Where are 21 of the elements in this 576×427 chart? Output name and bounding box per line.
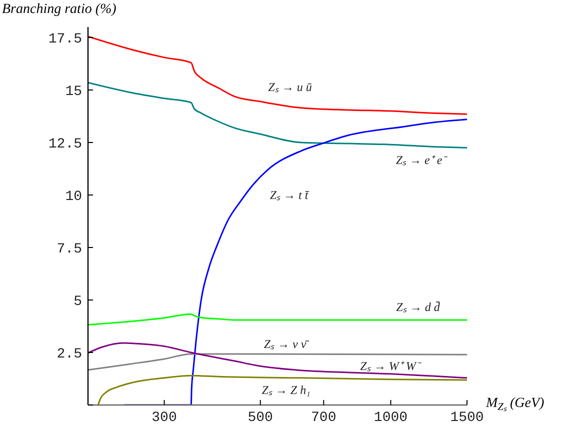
series-label: Zₛ → Z h₁ [262, 383, 310, 398]
y-tick-label: 12.5 [48, 136, 82, 152]
series-label: Zₛ → W⁺ W⁻ [360, 359, 422, 374]
series-label: Zₛ → d d̄ [396, 300, 441, 314]
series-label: Zₛ → u ū [268, 80, 312, 94]
y-tick-label: 17.5 [48, 31, 82, 48]
y-tick-label: 2.5 [56, 346, 82, 362]
series-label: Zₛ → e⁺ e⁻ [396, 153, 448, 168]
y-axis-title: Branching ratio (%) [2, 2, 117, 17]
x-tick-label: 500 [248, 410, 273, 426]
x-tick-label: 700 [311, 410, 336, 426]
x-tick-label: 1500 [450, 410, 484, 426]
y-tick-label: 5 [74, 294, 82, 310]
y-tick-label: 15 [65, 84, 82, 100]
series-label: Zₛ → t t̄ [270, 188, 310, 202]
x-axis-title: M$_{Zₛ}$ (GeV) [485, 396, 545, 414]
y-tick-label: 10 [65, 188, 82, 205]
x-tick-label: 1000 [374, 410, 408, 426]
series-label: Zₛ → ν ν̄ [264, 337, 310, 352]
x-tick-label: 300 [152, 410, 177, 426]
y-tick-label: 7.5 [56, 241, 82, 258]
